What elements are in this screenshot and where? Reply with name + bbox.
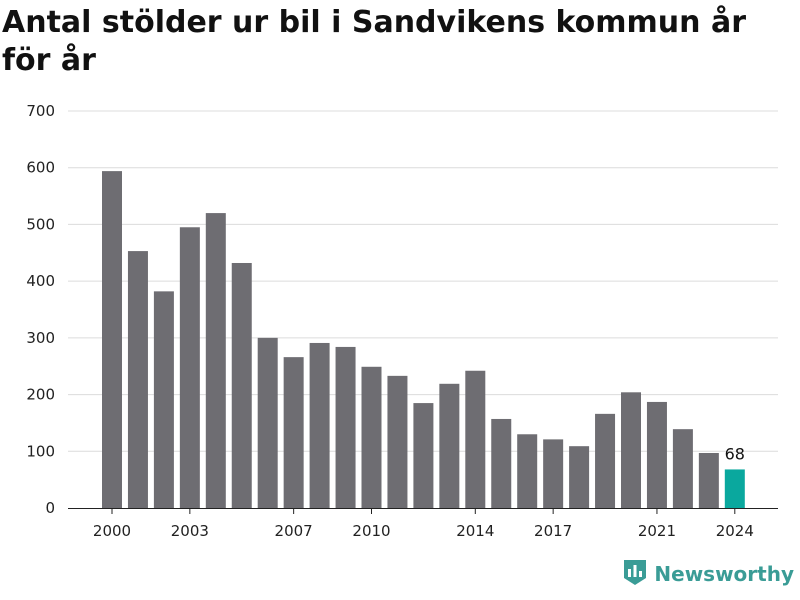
bar-chart-shield-icon <box>622 558 648 590</box>
x-tick-label: 2003 <box>171 522 209 540</box>
bar <box>439 383 460 508</box>
y-tick-label: 200 <box>26 386 55 404</box>
bar <box>179 227 200 508</box>
bar <box>595 413 616 508</box>
x-tick-label: 2017 <box>534 522 572 540</box>
y-tick-label: 600 <box>26 159 55 177</box>
y-tick-label: 700 <box>26 102 55 120</box>
x-tick-label: 2014 <box>456 522 494 540</box>
bar <box>361 366 382 508</box>
bar <box>387 375 408 508</box>
data-labels: 68 <box>725 444 745 463</box>
y-tick-label: 400 <box>26 272 55 290</box>
gridlines <box>68 110 778 452</box>
bar <box>257 337 278 508</box>
bar <box>465 370 486 508</box>
bar <box>672 429 693 508</box>
y-tick-label: 300 <box>26 329 55 347</box>
x-axis: 2000 2003 2007 2010 2014 2017 2021 2024 <box>68 508 778 540</box>
bar <box>698 452 719 508</box>
bar <box>569 446 590 508</box>
bar <box>517 434 538 508</box>
newsworthy-logo: Newsworthy <box>622 558 794 590</box>
bar <box>153 291 174 508</box>
bar <box>102 171 122 509</box>
bar <box>491 418 512 508</box>
x-tick-label: 2024 <box>716 522 754 540</box>
bar-highlight <box>724 469 745 508</box>
x-tick-label: 2010 <box>352 522 390 540</box>
bar <box>646 401 667 508</box>
x-tick-label: 2000 <box>93 522 131 540</box>
bar <box>335 346 356 508</box>
data-label: 68 <box>725 444 745 463</box>
y-tick-label: 500 <box>26 215 55 233</box>
y-tick-label: 100 <box>26 442 55 460</box>
y-tick-label: 0 <box>45 499 55 517</box>
bar <box>543 439 564 508</box>
bar <box>621 392 641 508</box>
bar <box>413 403 434 508</box>
bar <box>205 213 226 509</box>
bar <box>283 357 304 508</box>
bars <box>102 171 745 509</box>
x-tick-label: 2021 <box>638 522 676 540</box>
bar <box>127 251 148 508</box>
chart-title: Antal stölder ur bil i Sandvikens kommun… <box>2 5 746 78</box>
bar <box>309 342 330 508</box>
x-tick-label: 2007 <box>275 522 313 540</box>
brand-name: Newsworthy <box>654 562 794 586</box>
bar <box>231 262 252 508</box>
y-axis-ticks: 0 100 200 300 400 500 600 700 <box>26 102 55 517</box>
